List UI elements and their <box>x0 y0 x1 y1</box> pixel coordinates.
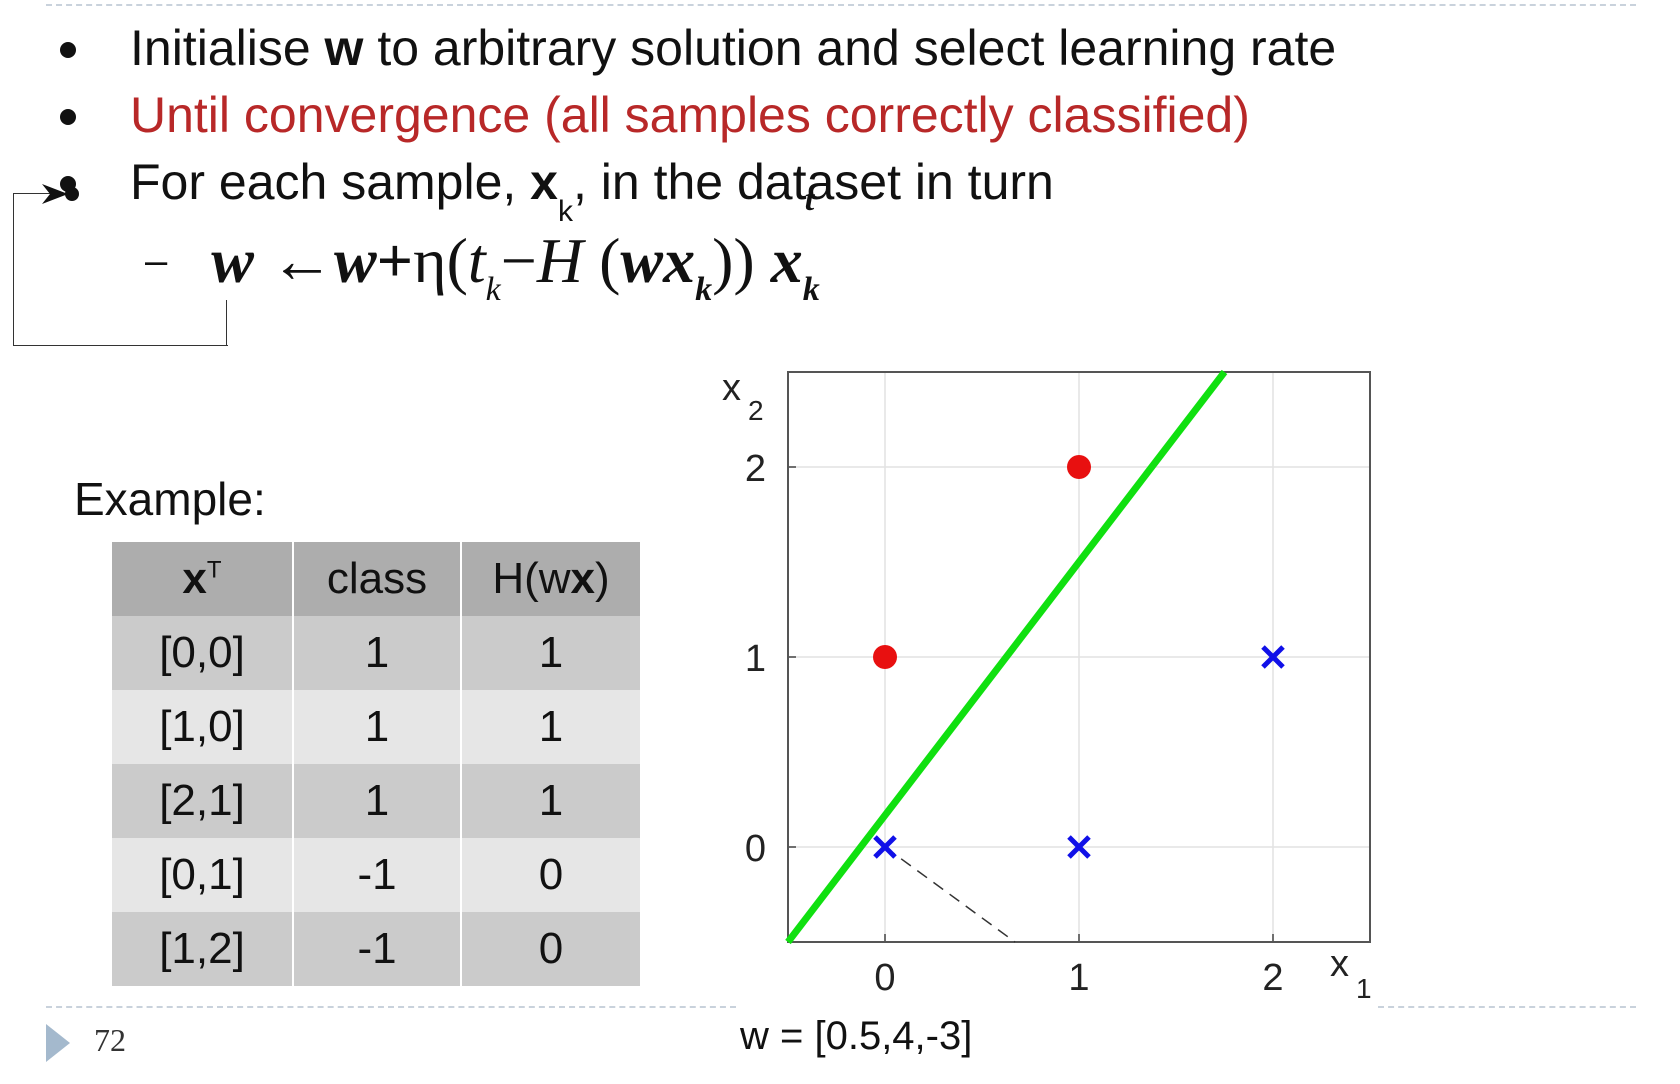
header-class: class <box>293 542 462 616</box>
data-point-x <box>873 835 897 859</box>
slide-marker-icon <box>46 1024 70 1062</box>
update-formula: – w ←w+η(tk−H (wxk)) xk t <box>145 181 820 308</box>
cell-x: [1,2] <box>112 912 294 986</box>
bullet-dot <box>60 42 76 58</box>
y-axis-label: x <box>722 367 741 409</box>
formula-x: x <box>770 225 803 296</box>
x-tick-label: 1 <box>1068 957 1089 999</box>
loop-bracket <box>13 193 228 346</box>
cell-x: [1,0] <box>112 690 294 764</box>
example-table: xT class H(wx) [0,0] 1 1 [1,0] 1 1 [2,1]… <box>112 542 640 986</box>
loop-bracket-top <box>13 193 55 194</box>
cell-x: [2,1] <box>112 764 294 838</box>
cell-h: 0 <box>461 838 640 912</box>
formula-k1: k <box>485 271 501 308</box>
formula-open: ( <box>599 225 621 296</box>
x-tick-label: 0 <box>874 957 895 999</box>
weight-label: w = [0.5,4,-3] <box>740 1014 973 1058</box>
example-label: Example: <box>74 473 266 525</box>
page-number: 72 <box>94 1022 126 1058</box>
table-row: [1,0] 1 1 <box>112 690 640 764</box>
header-x: xT <box>112 542 294 616</box>
formula-w2: w <box>333 225 377 296</box>
formula-plus: + <box>376 225 414 296</box>
formula-w: w <box>211 225 254 296</box>
data-point-x <box>1067 835 1091 859</box>
y-tick-label: 0 <box>745 828 766 870</box>
cell-x: [0,0] <box>112 616 294 690</box>
formula-k3: k <box>802 271 820 308</box>
cell-h: 1 <box>461 690 640 764</box>
y-axis-label-sub: 2 <box>748 395 764 426</box>
formula-t: t <box>467 225 486 296</box>
bullet-1-bold: w <box>324 20 364 76</box>
cell-class: -1 <box>293 838 462 912</box>
bullet-3-sub: k <box>557 195 573 228</box>
decision-boundary-line <box>785 369 1228 945</box>
loop-bracket-right <box>226 300 227 345</box>
data-point-circle <box>873 645 897 669</box>
table-row: [1,2] -1 0 <box>112 912 640 986</box>
formula-t-sup: t <box>804 181 815 218</box>
bullet-3-text-a: For each sample, <box>130 154 531 210</box>
loop-arrow-icon <box>42 184 79 204</box>
top-divider <box>46 4 1636 6</box>
bullet-3-bold: x <box>530 154 558 210</box>
table-row: [2,1] 1 1 <box>112 764 640 838</box>
bullet-1-text-b: to arbitrary solution and select learnin… <box>363 20 1337 76</box>
bullet-3-text-b: , in the dataset in turn <box>572 154 1054 210</box>
cell-h: 1 <box>461 764 640 838</box>
formula-dash: – <box>145 239 168 283</box>
cell-class: 1 <box>293 690 462 764</box>
bullet-2-text: Until convergence (all samples correctly… <box>130 87 1250 143</box>
cell-class: -1 <box>293 912 462 986</box>
x-tick-label: 2 <box>1262 957 1283 999</box>
formula-arrow: ← <box>269 225 334 296</box>
cell-class: 1 <box>293 764 462 838</box>
bottom-divider-right <box>1378 1006 1636 1008</box>
data-point-circle <box>1067 455 1091 479</box>
y-tick-label: 1 <box>745 638 766 680</box>
cell-class: 1 <box>293 616 462 690</box>
formula-close: )) <box>712 225 755 296</box>
data-point-x <box>1261 645 1285 669</box>
formula-k2: k <box>695 271 713 308</box>
plot-frame <box>787 371 1371 943</box>
cell-h: 1 <box>461 616 640 690</box>
formula-eta: η( <box>413 225 468 296</box>
weight-normal-line <box>884 846 1016 943</box>
header-h: H(wx) <box>461 542 640 616</box>
bullet-1-text-a: Initialise <box>130 20 325 76</box>
x-axis-label: x <box>1330 943 1349 985</box>
cell-h: 0 <box>461 912 640 986</box>
cell-x: [0,1] <box>112 838 294 912</box>
table-row: [0,1] -1 0 <box>112 838 640 912</box>
formula-H: H <box>536 225 584 296</box>
bottom-divider-left <box>46 1006 736 1008</box>
formula-minus: − <box>500 225 537 296</box>
y-tick-label: 2 <box>745 448 766 490</box>
bullet-dot <box>60 109 76 125</box>
table-row: [0,0] 1 1 <box>112 616 640 690</box>
formula-wx: wx <box>620 225 696 296</box>
x-axis-label-sub: 1 <box>1356 973 1372 1004</box>
